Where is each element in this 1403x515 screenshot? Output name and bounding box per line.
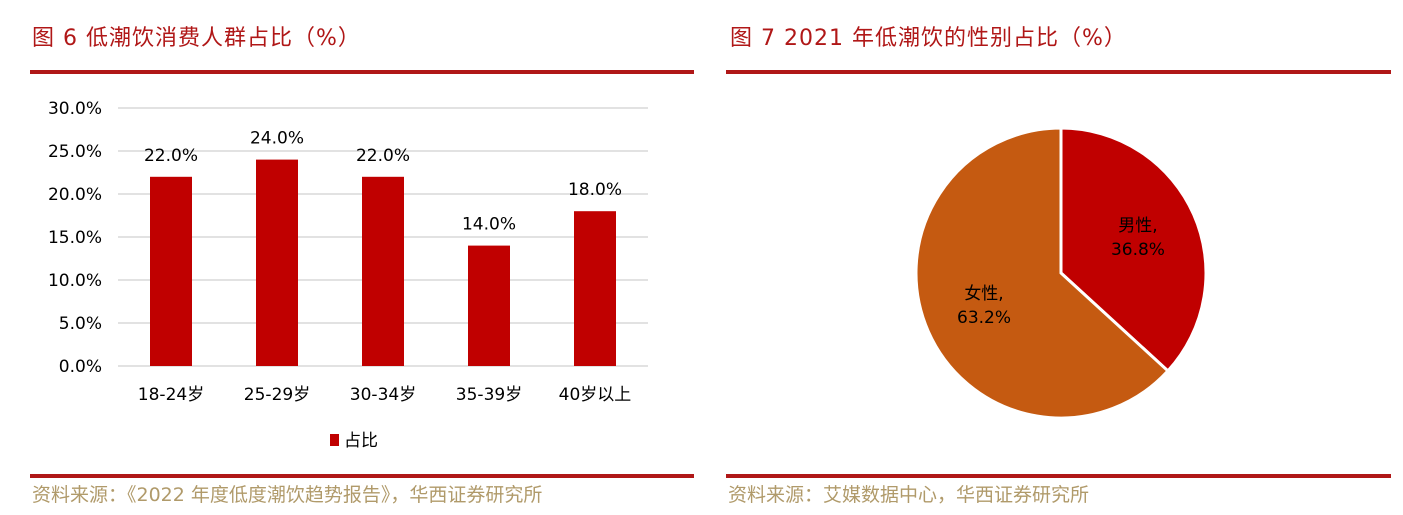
x-tick-label: 18-24岁: [138, 385, 204, 405]
bar: [256, 159, 298, 366]
data-label: 24.0%: [250, 129, 304, 149]
slice-label: 男性,: [1118, 216, 1157, 236]
x-tick-label: 30-34岁: [350, 385, 416, 405]
legend-label: 占比: [344, 431, 378, 451]
y-tick-label: 0.0%: [59, 357, 102, 377]
x-tick-label: 25-29岁: [244, 385, 310, 405]
data-label: 14.0%: [462, 215, 516, 235]
left-title-rule: [30, 70, 694, 74]
x-tick-label: 35-39岁: [456, 385, 522, 405]
y-tick-label: 20.0%: [48, 185, 102, 205]
legend-swatch: [330, 434, 339, 446]
x-tick-label: 40岁以上: [559, 385, 632, 405]
slice-label: 女性,: [964, 284, 1003, 304]
pie-slice: [914, 126, 1171, 420]
y-tick-label: 5.0%: [59, 314, 102, 334]
right-figure-title: 图 7 2021 年低潮饮的性别占比（%）: [730, 26, 1127, 51]
right-source: 资料来源：艾媒数据中心，华西证券研究所: [728, 484, 1090, 506]
slice-value: 36.8%: [1111, 240, 1165, 260]
y-tick-label: 10.0%: [48, 271, 102, 291]
y-tick-label: 30.0%: [48, 99, 102, 119]
data-label: 22.0%: [356, 146, 410, 166]
y-tick-label: 15.0%: [48, 228, 102, 248]
left-source: 资料来源：《2022 年度低度潮饮趋势报告》，华西证券研究所: [32, 484, 543, 506]
data-label: 18.0%: [568, 180, 622, 200]
data-label: 22.0%: [144, 146, 198, 166]
y-tick-label: 25.0%: [48, 142, 102, 162]
bar: [468, 245, 510, 366]
bar: [574, 211, 616, 366]
right-source-rule: [726, 474, 1391, 478]
slice-value: 63.2%: [957, 308, 1011, 328]
left-figure-title: 图 6 低潮饮消费人群占比（%）: [32, 26, 361, 51]
right-title-rule: [726, 70, 1391, 74]
bar: [362, 176, 404, 366]
left-source-rule: [30, 474, 694, 478]
pie-slice: [1059, 126, 1208, 374]
bar: [150, 176, 192, 366]
